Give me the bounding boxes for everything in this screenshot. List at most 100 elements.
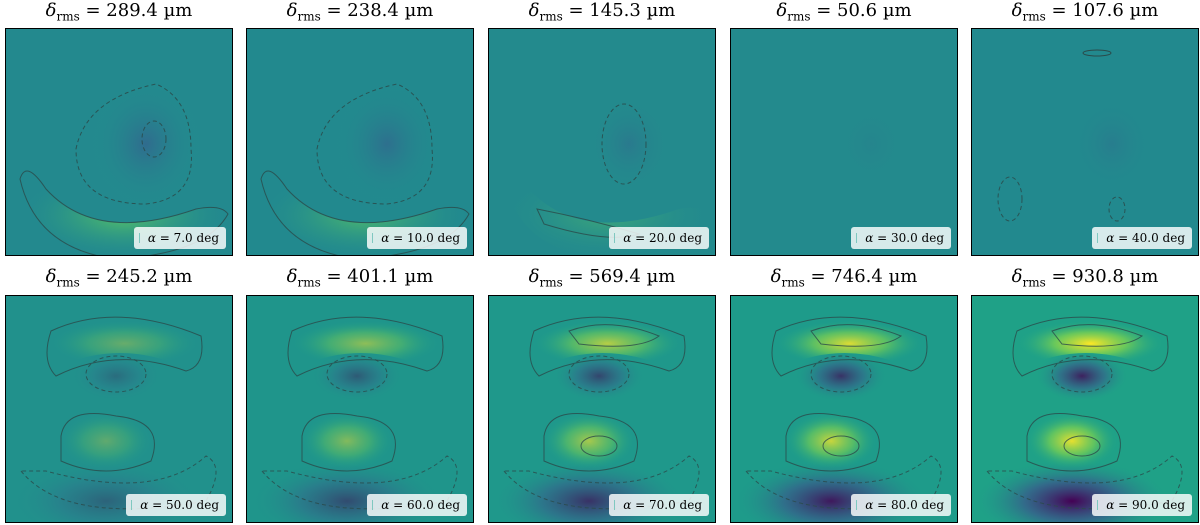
contour-map: α = 90.0 deg bbox=[971, 295, 1199, 523]
alpha-legend: α = 20.0 deg bbox=[609, 227, 709, 249]
field-blob bbox=[61, 413, 151, 469]
field-blob bbox=[1068, 94, 1156, 194]
field-blob bbox=[260, 455, 458, 510]
field-blob bbox=[1018, 321, 1163, 366]
contour-plot bbox=[997, 49, 1156, 222]
panel-title: δrms = 50.6 µm bbox=[776, 0, 912, 24]
contour-panel: α = 60.0 deg bbox=[246, 295, 474, 523]
alpha-legend: α = 50.0 deg bbox=[126, 494, 226, 516]
legend-marker bbox=[372, 233, 374, 243]
contour-map: α = 7.0 deg bbox=[5, 28, 233, 256]
contour-map: α = 70.0 deg bbox=[488, 295, 716, 523]
field-blob bbox=[75, 83, 192, 205]
delta-rms-value: 746.4 bbox=[831, 266, 883, 287]
alpha-legend: α = 60.0 deg bbox=[367, 494, 467, 516]
field-blob bbox=[810, 324, 903, 347]
field-blob bbox=[997, 176, 1023, 222]
contour-plot bbox=[11, 316, 217, 522]
legend-marker bbox=[138, 233, 140, 243]
field-blob bbox=[141, 120, 167, 158]
alpha-legend: α = 80.0 deg bbox=[851, 494, 951, 516]
contour-plot bbox=[832, 100, 910, 188]
delta-rms-value: 289.4 bbox=[106, 0, 158, 21]
field-blob bbox=[60, 413, 155, 472]
field-blob bbox=[287, 316, 444, 377]
contour-panel: α = 50.0 deg bbox=[5, 295, 233, 523]
alpha-value: 70.0 bbox=[648, 498, 676, 512]
field-blob bbox=[554, 351, 644, 401]
field-blob bbox=[568, 324, 661, 347]
field-blob bbox=[786, 413, 876, 469]
alpha-value: 50.0 bbox=[165, 498, 193, 512]
contour-map: α = 50.0 deg bbox=[5, 295, 233, 523]
contour-plot bbox=[503, 91, 711, 255]
field-blob bbox=[90, 80, 202, 208]
panel-title: δrms = 289.4 µm bbox=[45, 0, 193, 24]
field-blob bbox=[529, 316, 686, 377]
delta-rms-value: 245.2 bbox=[106, 266, 158, 287]
field-blob bbox=[312, 351, 402, 401]
contour-plot bbox=[252, 316, 458, 522]
contour-plot bbox=[977, 316, 1183, 522]
panel-title: δrms = 238.4 µm bbox=[286, 0, 434, 24]
field-blob bbox=[580, 435, 618, 457]
alpha-value: 30.0 bbox=[890, 231, 918, 245]
panel-title: δrms = 930.8 µm bbox=[1011, 266, 1159, 290]
field-blob bbox=[1037, 351, 1127, 401]
alpha-legend: α = 40.0 deg bbox=[1092, 227, 1192, 249]
contour-panel: α = 30.0 deg bbox=[730, 28, 958, 256]
field-blob bbox=[543, 413, 638, 472]
field-blob bbox=[1051, 324, 1144, 347]
delta-rms-value: 401.1 bbox=[347, 266, 399, 287]
alpha-value: 90.0 bbox=[1131, 498, 1159, 512]
delta-rms-value: 238.4 bbox=[347, 0, 399, 21]
field-blob bbox=[19, 170, 229, 255]
panel-title: δrms = 746.4 µm bbox=[770, 266, 918, 290]
delta-rms-value: 145.3 bbox=[589, 0, 641, 21]
alpha-value: 20.0 bbox=[648, 231, 676, 245]
delta-rms-value: 107.6 bbox=[1072, 0, 1124, 21]
field-blob bbox=[582, 91, 676, 197]
field-blob bbox=[19, 455, 217, 510]
alpha-value: 7.0 bbox=[173, 231, 193, 245]
field-blob bbox=[785, 413, 880, 472]
legend-marker bbox=[614, 233, 616, 243]
alpha-value: 60.0 bbox=[406, 498, 434, 512]
contour-panel: α = 90.0 deg bbox=[971, 295, 1199, 523]
field-blob bbox=[333, 83, 441, 205]
alpha-legend: α = 10.0 deg bbox=[367, 227, 467, 249]
delta-rms-value: 569.4 bbox=[589, 266, 641, 287]
legend-marker bbox=[614, 500, 616, 510]
delta-rms-value: 930.8 bbox=[1072, 266, 1124, 287]
contour-map: α = 30.0 deg bbox=[730, 28, 958, 256]
contour-panel: α = 10.0 deg bbox=[246, 28, 474, 256]
field-blob bbox=[71, 351, 161, 401]
field-blob bbox=[985, 455, 1183, 510]
field-blob bbox=[777, 321, 922, 366]
contour-panel: α = 20.0 deg bbox=[488, 28, 716, 256]
field-blob bbox=[52, 321, 197, 366]
panel-title: δrms = 401.1 µm bbox=[286, 266, 434, 290]
contour-map: α = 10.0 deg bbox=[246, 28, 474, 256]
alpha-legend: α = 70.0 deg bbox=[609, 494, 709, 516]
field-blob bbox=[601, 103, 647, 185]
field-blob bbox=[822, 435, 860, 457]
field-blob bbox=[502, 455, 700, 510]
field-blob bbox=[1012, 316, 1169, 377]
legend-marker bbox=[1097, 233, 1099, 243]
field-blob bbox=[796, 351, 886, 401]
contour-plot bbox=[19, 80, 229, 255]
contour-plot bbox=[260, 83, 470, 255]
field-blob bbox=[293, 321, 438, 366]
field-blob bbox=[1051, 355, 1113, 393]
alpha-value: 10.0 bbox=[406, 231, 434, 245]
contour-map: α = 80.0 deg bbox=[730, 295, 958, 523]
legend-marker bbox=[372, 500, 374, 510]
field-blob bbox=[1063, 435, 1101, 457]
legend-marker bbox=[856, 233, 858, 243]
field-blob bbox=[1108, 196, 1126, 222]
contour-map: α = 40.0 deg bbox=[971, 28, 1199, 256]
panel-title: δrms = 569.4 µm bbox=[528, 266, 676, 290]
alpha-value: 40.0 bbox=[1131, 231, 1159, 245]
